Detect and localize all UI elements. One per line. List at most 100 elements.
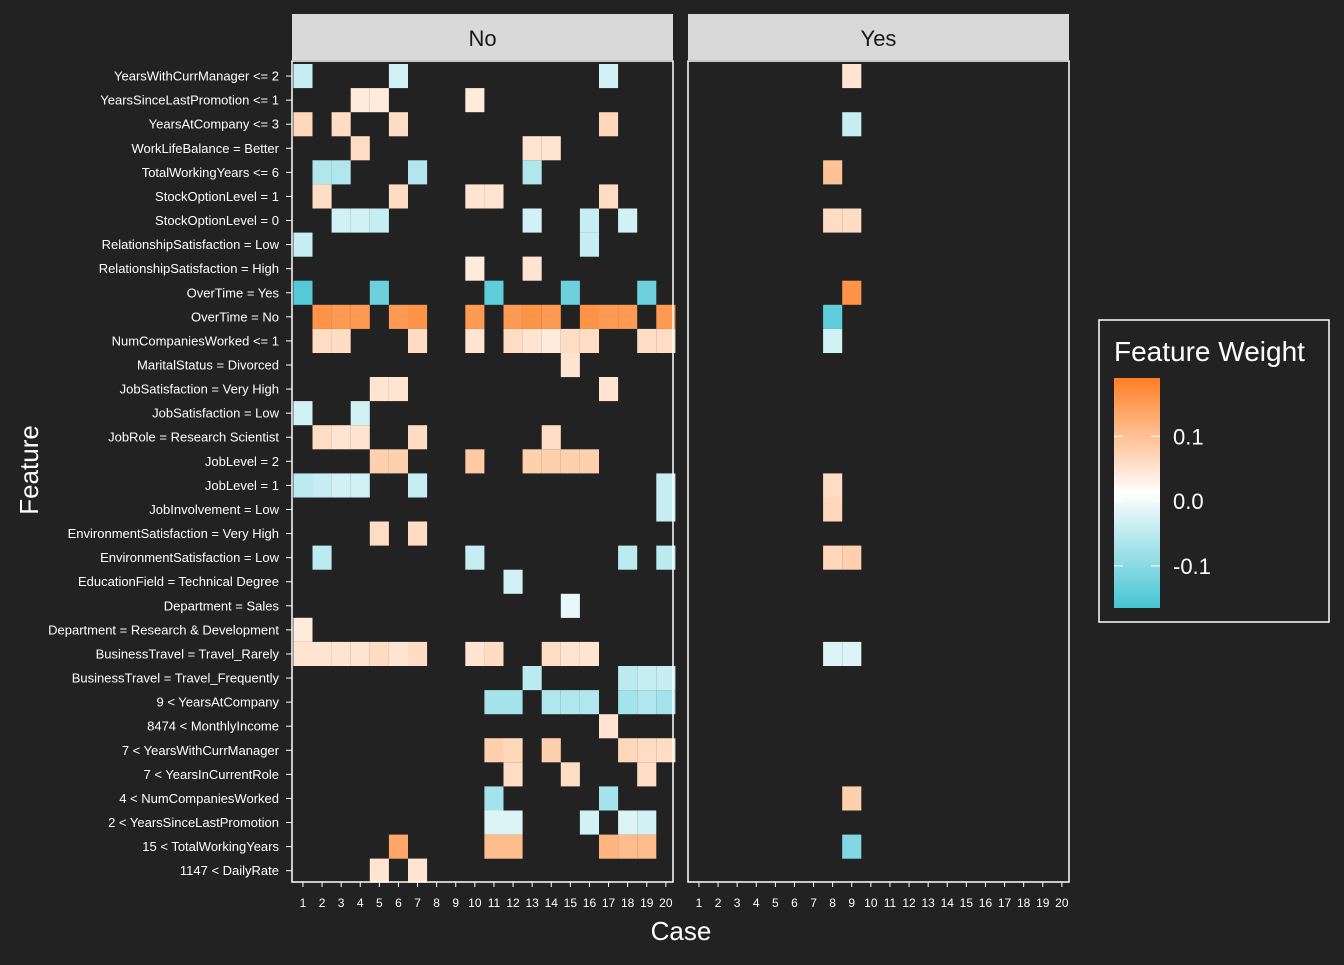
heatmap-cell [842, 834, 862, 859]
heatmap-cell [293, 401, 313, 426]
x-tick-label: 5 [772, 896, 779, 910]
heatmap-cell [350, 304, 370, 329]
y-tick-label: RelationshipSatisfaction = High [99, 261, 279, 276]
x-tick-label: 2 [319, 896, 326, 910]
y-tick-label: YearsWithCurrManager <= 2 [114, 69, 279, 84]
heatmap-cell [560, 328, 580, 353]
panel-border-yes [687, 60, 1070, 883]
legend-tick-label: 0.0 [1173, 489, 1204, 514]
x-tick-label: 7 [414, 896, 421, 910]
heatmap-cell [465, 304, 485, 329]
y-tick-label: JobRole = Research Scientist [108, 430, 279, 445]
heatmap-cell [656, 473, 676, 498]
x-tick-label: 9 [452, 896, 459, 910]
x-tick-label: 16 [583, 896, 597, 910]
heatmap-cell [842, 545, 862, 570]
heatmap-cell [293, 64, 313, 89]
facet-strip-yes [688, 14, 1069, 60]
y-tick-label: JobLevel = 1 [205, 478, 279, 493]
x-tick-label: 8 [433, 896, 440, 910]
facet-panel-yes: Yes 1 2 3 4 5 6 7 8 9 10 11 12 13 14 15 16 17 18 19 20 [687, 14, 1070, 910]
heatmap-cell [541, 328, 561, 353]
heatmap-cell [331, 160, 351, 185]
facet-panel-no: No 1 2 3 4 5 6 7 8 9 10 11 12 13 14 15 16 17 18 19 20 [291, 14, 676, 910]
heatmap-cell [369, 449, 389, 474]
heatmap-cells-no [293, 64, 676, 883]
heatmap-cell [484, 184, 504, 209]
heatmap-cell [823, 473, 843, 498]
x-tick-label: 4 [357, 896, 364, 910]
x-tick-label: 8 [829, 896, 836, 910]
heatmap-cell [823, 497, 843, 522]
heatmap-cell [560, 641, 580, 666]
heatmap-cell [618, 834, 638, 859]
heatmap-cell [388, 641, 408, 666]
legend-ticks: 0.1 0.0 -0.1 [1114, 424, 1211, 579]
heatmap-cell [656, 690, 676, 715]
heatmap-cell [637, 690, 657, 715]
heatmap-cell [541, 425, 561, 450]
heatmap-cell [408, 425, 428, 450]
heatmap-cell [842, 280, 862, 305]
x-tick-label: 10 [468, 896, 482, 910]
heatmap-cell [331, 425, 351, 450]
heatmap-cell [408, 473, 428, 498]
heatmap-cell [484, 280, 504, 305]
heatmap-cell [331, 112, 351, 137]
facet-strip-label-no: No [468, 26, 496, 51]
y-tick-label: StockOptionLevel = 1 [155, 189, 279, 204]
heatmap-cell [388, 184, 408, 209]
heatmap-cell [522, 449, 542, 474]
heatmap-cell [350, 208, 370, 233]
heatmap-cell [369, 208, 389, 233]
y-tick-label: EnvironmentSatisfaction = Very High [68, 526, 279, 541]
heatmap-cell [579, 304, 599, 329]
heatmap-cell [618, 666, 638, 691]
y-tick-label: 15 < TotalWorkingYears [142, 839, 279, 854]
heatmap-cell [503, 762, 523, 787]
heatmap-cell [823, 160, 843, 185]
heatmap-cell [599, 786, 619, 811]
heatmap-cell [465, 256, 485, 281]
heatmap-cell [618, 810, 638, 835]
legend-colorbar [1114, 378, 1160, 608]
heatmap-cell [388, 449, 408, 474]
heatmap-cell [465, 641, 485, 666]
heatmap-cell [541, 449, 561, 474]
heatmap-cell [312, 328, 332, 353]
heatmap-cell [293, 112, 313, 137]
heatmap-cell [293, 641, 313, 666]
heatmap-cell [656, 304, 676, 329]
heatmap-cell [484, 690, 504, 715]
x-tick-label: 14 [941, 896, 955, 910]
heatmap-cell [637, 834, 657, 859]
heatmap-cell [579, 641, 599, 666]
legend-tick-label: 0.1 [1173, 424, 1204, 449]
x-tick-label: 11 [884, 896, 897, 910]
heatmap-cell [369, 88, 389, 113]
heatmap-cell [599, 304, 619, 329]
heatmap-cell [823, 641, 843, 666]
x-tick-label: 7 [810, 896, 817, 910]
heatmap-cell [484, 641, 504, 666]
y-tick-label: StockOptionLevel = 0 [155, 213, 279, 228]
x-tick-label: 16 [979, 896, 993, 910]
y-tick-label: BusinessTravel = Travel_Frequently [72, 671, 280, 686]
heatmap-cell [599, 834, 619, 859]
heatmap-cell [579, 232, 599, 257]
x-tick-label: 15 [564, 896, 578, 910]
x-tick-label: 19 [1036, 896, 1050, 910]
x-tick-label: 1 [300, 896, 307, 910]
heatmap-cell [312, 184, 332, 209]
heatmap-cell [579, 690, 599, 715]
heatmap-cell [293, 232, 313, 257]
heatmap-cell [503, 834, 523, 859]
heatmap-cell [408, 641, 428, 666]
x-tick-label: 20 [659, 896, 673, 910]
y-tick-label: BusinessTravel = Travel_Rarely [96, 646, 280, 661]
heatmap-cell [637, 762, 657, 787]
heatmap-cell [637, 328, 657, 353]
x-tick-label: 14 [545, 896, 559, 910]
heatmap-cell [350, 136, 370, 161]
